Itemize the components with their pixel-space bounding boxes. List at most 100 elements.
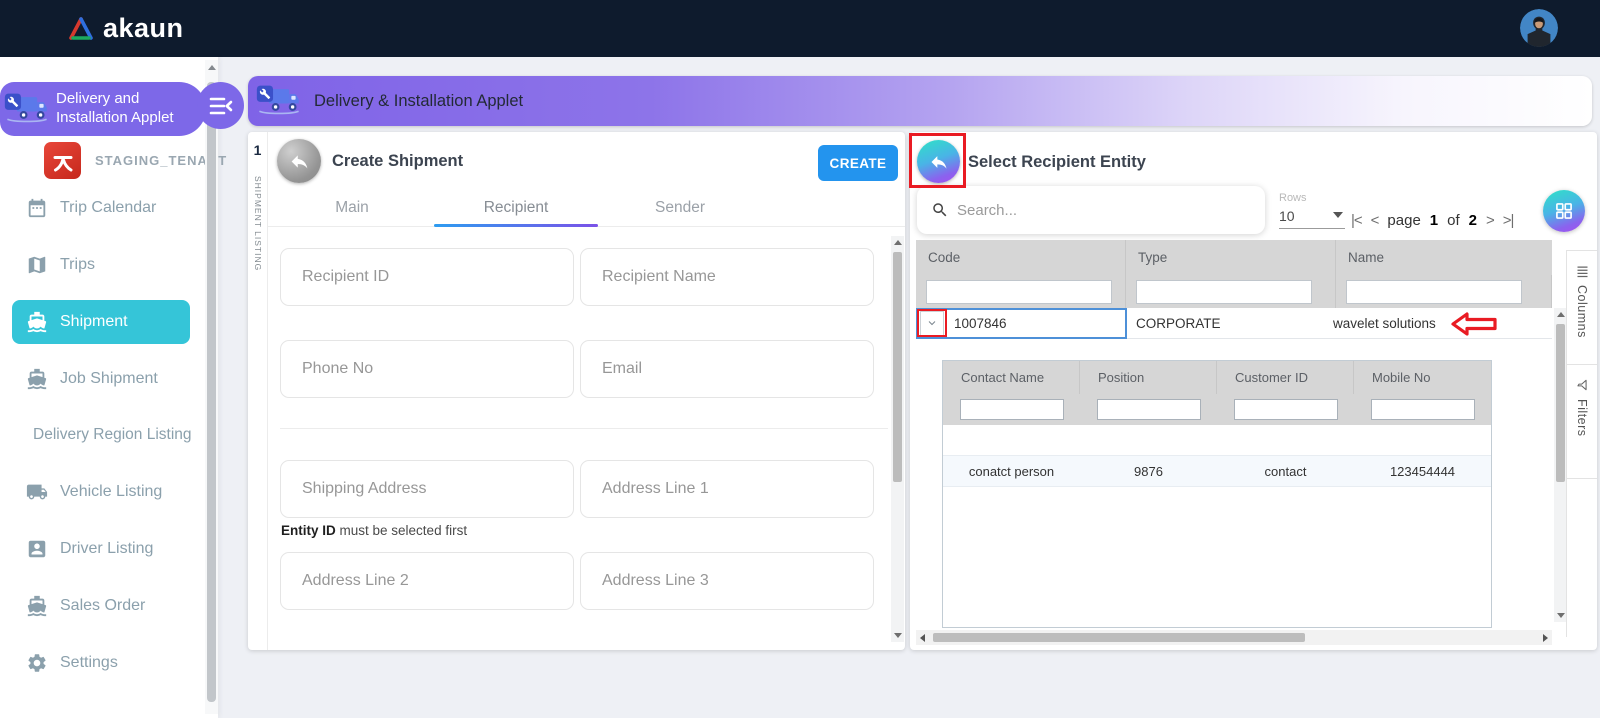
scroll-down-icon[interactable] <box>893 633 902 638</box>
filter-cell <box>916 275 1126 308</box>
address-line-1-field[interactable] <box>580 460 874 518</box>
horizontal-scrollbar[interactable] <box>916 630 1552 645</box>
avatar[interactable] <box>1520 9 1558 47</box>
back-button[interactable] <box>917 140 960 183</box>
prev-page-button[interactable]: < <box>1370 212 1380 229</box>
contact-row[interactable]: conatct person 9876 contact 123454444 <box>943 456 1491 487</box>
sidebar-item-shipment[interactable]: Shipment <box>12 300 190 344</box>
applet-pill-button[interactable]: Delivery and Installation Applet <box>0 82 206 136</box>
column-header-mobile-no[interactable]: Mobile No <box>1372 370 1431 385</box>
next-page-button[interactable]: > <box>1486 212 1495 229</box>
mobile-no-filter-input[interactable] <box>1370 399 1475 420</box>
scroll-up-icon[interactable] <box>893 240 902 245</box>
sidebar-item-label: Trip Calendar <box>60 199 157 216</box>
sidebar-scrollbar[interactable] <box>205 60 218 714</box>
phone-no-field[interactable] <box>280 340 574 398</box>
tab-filters[interactable]: Filters <box>1567 365 1597 479</box>
scroll-up-icon[interactable] <box>207 65 216 70</box>
recipient-name-field[interactable] <box>580 248 874 306</box>
scroll-right-icon[interactable] <box>1543 633 1548 642</box>
entity-row[interactable]: 1007846 CORPORATE wavelet solutions <box>916 308 1552 339</box>
driver-badge-icon <box>28 540 46 558</box>
contact-name-filter-input[interactable] <box>959 399 1064 420</box>
sidebar-item-label: Trips <box>60 256 95 273</box>
sidebar-item-label: Sales Order <box>60 597 146 614</box>
code-filter-input[interactable] <box>926 279 1112 304</box>
sidebar-item-trip-calendar[interactable]: Trip Calendar <box>12 186 208 230</box>
column-header-code[interactable]: Code <box>916 240 1126 275</box>
position-filter-input[interactable] <box>1096 399 1201 420</box>
column-header-customer-id[interactable]: Customer ID <box>1217 361 1354 394</box>
table-scrollbar-thumb[interactable] <box>1556 324 1565 482</box>
back-icon <box>291 154 307 168</box>
sidebar-item-trips[interactable]: Trips <box>12 243 208 287</box>
tab-columns[interactable]: Columns <box>1567 251 1597 365</box>
sidebar-scrollbar-thumb[interactable] <box>207 82 216 702</box>
email-field[interactable] <box>580 340 874 398</box>
sidebar-item-delivery-region-listing[interactable]: Delivery Region Listing <box>12 413 208 457</box>
scroll-left-icon[interactable] <box>920 633 925 642</box>
tenant-row[interactable]: STAGING_TENANT <box>44 142 227 179</box>
expand-chevron-icon <box>928 321 936 326</box>
entity-filter-row <box>916 275 1552 308</box>
form-scrollbar-thumb[interactable] <box>893 252 902 482</box>
scroll-down-icon[interactable] <box>1556 613 1565 618</box>
filter-cell <box>943 399 1080 420</box>
contacts-filter-row <box>943 394 1491 425</box>
brand-name: akaun <box>103 13 184 43</box>
truck-icon <box>4 93 47 123</box>
address-line-2-field[interactable] <box>280 552 574 610</box>
panel-title: Create Shipment <box>332 152 464 170</box>
pagination: |< < page 1 of 2 > >| <box>1351 212 1515 229</box>
red-arrow-annotation <box>1451 312 1497 336</box>
recipient-id-field[interactable] <box>280 248 574 306</box>
form-divider <box>280 428 888 429</box>
sidebar-item-vehicle-listing[interactable]: Vehicle Listing <box>12 470 208 514</box>
back-button[interactable] <box>277 139 321 183</box>
create-button[interactable]: CREATE <box>818 145 898 181</box>
select-recipient-entity-panel: Select Recipient Entity Rows 10 |< < pag… <box>909 132 1597 650</box>
sidebar-item-sales-order[interactable]: Sales Order <box>12 584 208 628</box>
customer-id-filter-input[interactable] <box>1233 399 1338 420</box>
first-page-button[interactable]: |< <box>1351 212 1363 229</box>
column-header-position[interactable]: Position <box>1080 361 1217 394</box>
contact-mobile-no: 123454444 <box>1389 463 1456 479</box>
rows-value: 10 <box>1279 208 1295 224</box>
last-page-button[interactable]: >| <box>1502 212 1515 229</box>
shipping-address-field[interactable] <box>280 460 574 518</box>
menu-collapse-icon <box>209 97 232 114</box>
search-input[interactable] <box>957 201 1237 219</box>
dropdown-arrow-icon <box>1333 212 1343 218</box>
entity-search-box[interactable] <box>917 186 1265 234</box>
table-scrollbar[interactable] <box>1554 308 1567 622</box>
brand-logo[interactable]: akaun <box>68 13 184 44</box>
shipment-tab-bar: Main Recipient Sender <box>268 189 905 227</box>
rows-per-page-control[interactable]: Rows 10 <box>1279 192 1345 229</box>
rows-select[interactable]: 10 <box>1279 208 1345 229</box>
calendar-icon <box>28 198 46 218</box>
name-filter-input[interactable] <box>1346 279 1522 304</box>
row-expander[interactable] <box>920 310 944 336</box>
sidebar-item-job-shipment[interactable]: Job Shipment <box>12 357 208 401</box>
horizontal-scrollbar-thumb[interactable] <box>933 633 1305 642</box>
sidebar-item-label: Vehicle Listing <box>60 483 163 500</box>
shipment-listing-side-tab[interactable]: 1 SHIPMENT LISTING <box>248 132 268 650</box>
scroll-up-icon[interactable] <box>1556 312 1565 317</box>
tab-sender[interactable]: Sender <box>655 199 705 216</box>
entity-row-expanded-area: Contact Name Position Customer ID Mobile… <box>916 339 1552 630</box>
column-header-name[interactable]: Name <box>1348 250 1385 265</box>
search-icon <box>933 203 947 217</box>
contact-name: conatct person <box>968 463 1055 479</box>
column-header-type[interactable]: Type <box>1126 240 1336 275</box>
grid-view-button[interactable] <box>1543 190 1585 232</box>
form-scrollbar[interactable] <box>891 236 904 642</box>
column-header-contact-name[interactable]: Contact Name <box>943 361 1080 394</box>
sidebar-item-settings[interactable]: Settings <box>12 641 208 685</box>
selected-cell-outline <box>916 308 1127 339</box>
sidebar-item-driver-listing[interactable]: Driver Listing <box>12 527 208 571</box>
address-line-3-field[interactable] <box>580 552 874 610</box>
type-filter-input[interactable] <box>1136 279 1312 304</box>
tab-main[interactable]: Main <box>335 199 369 216</box>
tab-recipient[interactable]: Recipient <box>483 199 549 216</box>
sidebar-collapse-button[interactable] <box>197 82 244 129</box>
